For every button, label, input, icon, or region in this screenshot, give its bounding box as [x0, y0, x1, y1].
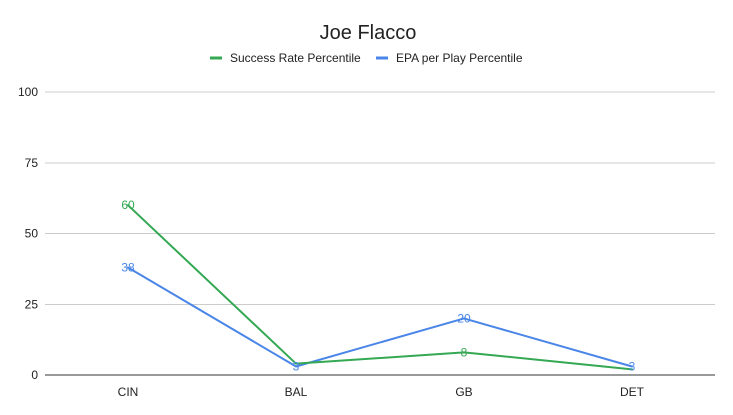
data-label: 60 — [121, 198, 135, 212]
x-tick-label: DET — [620, 385, 645, 399]
data-label: 20 — [457, 311, 471, 325]
x-axis-ticks: CIN BAL GB DET — [118, 385, 645, 399]
y-tick-label: 75 — [25, 156, 39, 170]
data-label: 3 — [629, 360, 636, 374]
x-tick-label: BAL — [285, 385, 308, 399]
legend: Success Rate Percentile EPA per Play Perc… — [210, 51, 523, 65]
gridlines — [45, 91, 715, 376]
data-label: 8 — [461, 345, 468, 359]
legend-item: Success Rate Percentile — [210, 51, 361, 65]
legend-item: EPA per Play Percentile — [376, 51, 523, 65]
y-tick-label: 50 — [25, 227, 39, 241]
series-line — [127, 204, 633, 371]
x-tick-label: GB — [455, 385, 472, 399]
legend-label: Success Rate Percentile — [230, 51, 361, 65]
y-tick-label: 0 — [31, 368, 38, 382]
y-axis-ticks: 0 25 50 75 100 — [18, 85, 38, 382]
data-label: 38 — [121, 260, 135, 274]
y-tick-label: 25 — [25, 297, 39, 311]
series-line — [127, 266, 633, 368]
chart-title: Joe Flacco — [320, 22, 417, 44]
series-lines — [127, 204, 633, 371]
legend-label: EPA per Play Percentile — [396, 51, 523, 65]
data-labels: 60 8 38 3 20 3 — [121, 198, 635, 373]
y-tick-label: 100 — [18, 85, 38, 99]
x-tick-label: CIN — [118, 385, 139, 399]
data-label: 3 — [293, 360, 300, 374]
